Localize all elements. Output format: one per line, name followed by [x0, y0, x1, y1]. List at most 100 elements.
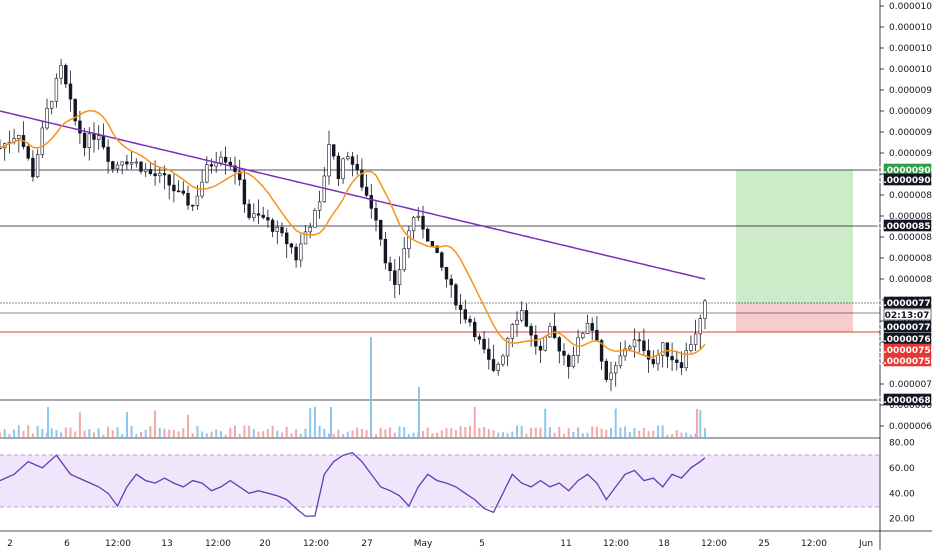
volume-bar — [342, 434, 345, 437]
candle-body — [256, 213, 261, 216]
volume-bar — [285, 426, 288, 437]
time-tick-label: 12:00 — [205, 539, 231, 549]
volume-bar — [478, 427, 481, 437]
volume-bar — [619, 427, 622, 437]
volume-bar — [572, 431, 575, 437]
candle-body — [651, 359, 656, 365]
candle-body — [665, 342, 670, 357]
candle-body — [205, 164, 209, 183]
candle-body — [411, 216, 416, 232]
price-tag-label: 0.00000906 — [877, 176, 932, 186]
candle-body — [590, 323, 594, 331]
volume-bar — [13, 429, 16, 437]
candle-body — [266, 217, 270, 221]
candle-body — [679, 362, 684, 369]
volume-bar — [591, 426, 594, 437]
candle-body — [247, 203, 251, 218]
volume-bar — [8, 434, 11, 437]
price-tag-label: 0.00000776 — [877, 323, 932, 333]
volume-bar — [83, 430, 86, 437]
volume-bar — [116, 427, 119, 437]
candle-body — [144, 169, 148, 172]
candle-body — [595, 330, 599, 341]
volume-bar — [60, 432, 63, 437]
volume-bar — [539, 427, 542, 437]
candle-body — [496, 363, 500, 371]
volume-bar — [680, 432, 683, 437]
candle-body — [632, 339, 637, 348]
rsi-tick-label: 20.00 — [889, 515, 915, 525]
candle-body — [618, 355, 623, 367]
price-tick-label: 0.00001060 — [889, 2, 932, 12]
volume-bar — [107, 426, 110, 437]
candle-body — [675, 359, 679, 363]
stop-zone[interactable] — [736, 303, 853, 332]
candle-body — [529, 325, 533, 336]
candle-body — [139, 161, 143, 172]
price-tag — [883, 219, 932, 232]
candle-body — [585, 323, 590, 334]
volume-bar — [172, 429, 175, 437]
price-tick-label: 0.00000880 — [889, 191, 932, 201]
candle-body — [355, 164, 359, 171]
candle-body — [172, 184, 176, 192]
candle-body — [388, 262, 392, 272]
time-tick-label: 13 — [161, 539, 172, 549]
candle-body — [599, 340, 604, 362]
candle-body — [176, 190, 181, 193]
candle-body — [40, 127, 45, 155]
candle-body — [698, 318, 703, 335]
volume-bar — [22, 430, 25, 437]
price-tick-label: 0.00000840 — [889, 233, 932, 243]
volume-bar — [567, 428, 570, 437]
volume-bar — [614, 408, 617, 437]
candle-body — [515, 319, 519, 325]
candle-body — [78, 120, 82, 134]
candle-body — [153, 173, 157, 177]
candle-body — [284, 232, 289, 245]
target-zone[interactable] — [736, 170, 853, 303]
candle-body — [54, 77, 59, 102]
price-tick-label: 0.00000660 — [889, 422, 932, 432]
candle-body — [364, 186, 369, 196]
price-tag-label: 0.00000750 — [877, 357, 932, 367]
candle-body — [684, 350, 688, 369]
candle-body — [158, 173, 162, 177]
price-tag — [883, 320, 932, 333]
candle-body — [623, 348, 627, 357]
volume-bar — [642, 427, 645, 437]
volume-bar — [595, 426, 598, 437]
volume-bar — [699, 410, 702, 437]
rsi-tick-label: 40.00 — [889, 489, 915, 499]
volume-bar — [671, 434, 674, 437]
volume-bar — [633, 428, 636, 437]
volume-bar — [78, 412, 81, 437]
price-tick-label: 0.00000960 — [889, 107, 932, 117]
candle-body — [101, 135, 106, 148]
candle-body — [472, 321, 477, 338]
volume-bar — [50, 428, 53, 437]
candle-body — [129, 161, 134, 165]
rsi-line — [0, 451, 706, 517]
candle-body — [581, 333, 585, 339]
price-tick-label: 0.00001020 — [889, 44, 932, 54]
volume-bar — [163, 428, 166, 437]
candle-body — [383, 238, 388, 264]
candle-body — [548, 326, 552, 338]
candle-body — [64, 65, 68, 85]
candle-body — [125, 161, 129, 165]
time-tick-label: 12:00 — [105, 539, 131, 549]
volume-bar — [422, 431, 424, 437]
volume-bar — [130, 425, 133, 437]
candle-body — [238, 171, 242, 181]
price-tag — [883, 173, 932, 186]
volume-bar — [126, 412, 128, 437]
volume-bar — [379, 427, 382, 437]
volume-bar — [675, 430, 678, 437]
volume-bar — [177, 431, 180, 437]
candle-body — [609, 372, 613, 380]
candle-body — [421, 215, 425, 230]
candle-body — [191, 204, 195, 207]
volume-bar — [97, 428, 100, 437]
